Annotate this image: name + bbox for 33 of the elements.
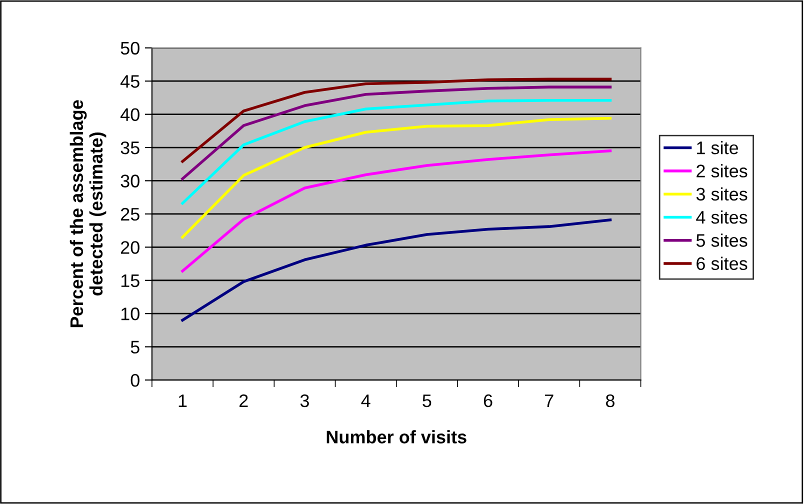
y-tick-label: 0 bbox=[130, 374, 140, 387]
y-axis-title: Percent of the assemblage detected (estimate) bbox=[70, 100, 106, 328]
y-tick-label: 20 bbox=[120, 241, 140, 254]
y-tick-label: 35 bbox=[120, 141, 140, 154]
legend-label: 5 sites bbox=[696, 234, 748, 247]
y-tick-label: 30 bbox=[120, 174, 140, 188]
x-tick-label: 6 bbox=[484, 394, 492, 408]
x-tick-label: 2 bbox=[240, 394, 248, 407]
x-tick-label: 4 bbox=[361, 394, 370, 407]
line-series bbox=[181, 149, 612, 272]
legend-label: 4 sites bbox=[696, 210, 748, 224]
line-series bbox=[181, 218, 612, 322]
line-series bbox=[181, 98, 612, 205]
x-tick-label: 1 bbox=[178, 394, 187, 407]
y-tick-label: 5 bbox=[130, 340, 140, 354]
line-series bbox=[181, 78, 612, 163]
legend-label: 3 sites bbox=[696, 187, 748, 201]
x-axis-title: Number of visits bbox=[326, 430, 466, 444]
legend-label: 6 sites bbox=[696, 256, 748, 270]
x-tick-label: 5 bbox=[422, 394, 432, 408]
legend-label: 1 site bbox=[697, 141, 738, 154]
y-tick-label: 10 bbox=[121, 308, 140, 320]
line-series bbox=[181, 116, 612, 239]
y-tick-label: 50 bbox=[120, 42, 140, 55]
y-tick-label: 45 bbox=[120, 75, 140, 88]
x-tick-label: 3 bbox=[300, 394, 309, 408]
y-tick-label: 25 bbox=[120, 208, 140, 221]
x-tick-label: 7 bbox=[545, 394, 554, 407]
x-tick-label: 8 bbox=[606, 394, 614, 408]
y-tick-label: 40 bbox=[120, 108, 140, 122]
y-tick-label: 15 bbox=[121, 274, 140, 288]
legend-label: 2 sites bbox=[696, 164, 748, 178]
line-series bbox=[181, 86, 612, 180]
